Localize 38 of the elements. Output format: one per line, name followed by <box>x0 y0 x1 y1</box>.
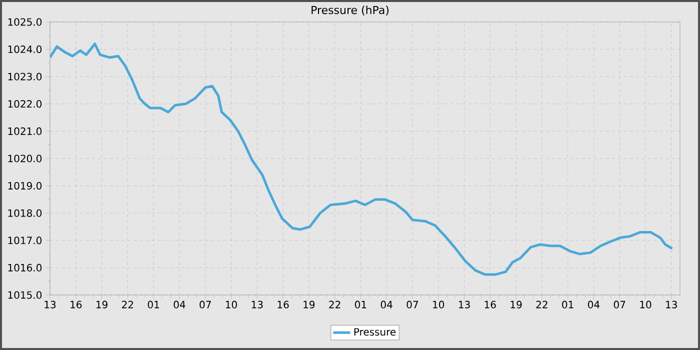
x-tick-label: 04 <box>380 300 392 308</box>
y-tick-label: 1017.0 <box>8 236 42 244</box>
y-tick-label: 1016.0 <box>8 264 42 272</box>
x-tick-label: 01 <box>354 300 366 308</box>
x-tick-label: 07 <box>200 300 211 308</box>
x-tick-label: 10 <box>433 300 444 308</box>
x-tick-label: 13 <box>44 300 56 308</box>
y-tick-label: 1023.0 <box>8 72 42 80</box>
x-tick-label: 07 <box>614 300 626 308</box>
x-tick-label: 16 <box>70 300 82 308</box>
y-tick-label: 1020.0 <box>8 154 42 162</box>
x-tick-label: 22 <box>329 300 340 308</box>
y-tick-label: 1022.0 <box>8 100 42 108</box>
y-tick-label: 1021.0 <box>8 127 42 135</box>
x-tick-label: 22 <box>122 300 134 308</box>
y-tick-label: 1015.0 <box>8 291 42 299</box>
x-tick-label: 13 <box>458 300 470 308</box>
x-tick-label: 16 <box>278 300 289 308</box>
y-tick-label: 1024.0 <box>8 46 42 54</box>
x-tick-label: 07 <box>406 300 418 308</box>
y-tick-label: 1019.0 <box>8 182 42 190</box>
x-tick-label: 19 <box>96 300 108 308</box>
x-tick-label: 16 <box>484 300 496 308</box>
x-tick-label: 22 <box>536 300 548 308</box>
x-tick-label: 01 <box>562 300 574 308</box>
x-tick-label: 19 <box>304 300 315 308</box>
legend-label: Pressure <box>354 328 396 336</box>
y-tick-label: 1025.0 <box>8 18 42 26</box>
x-tick-label: 10 <box>226 300 237 308</box>
x-tick-label: 01 <box>148 300 159 308</box>
y-tick-label: 1018.0 <box>8 209 42 217</box>
chart-title: Pressure (hPa) <box>312 6 389 16</box>
x-tick-label: 10 <box>640 300 652 308</box>
x-tick-label: 04 <box>588 300 600 308</box>
x-tick-label: 13 <box>666 300 677 308</box>
x-tick-label: 19 <box>510 300 522 308</box>
x-tick-label: 13 <box>252 300 263 308</box>
x-tick-label: 04 <box>174 300 186 308</box>
